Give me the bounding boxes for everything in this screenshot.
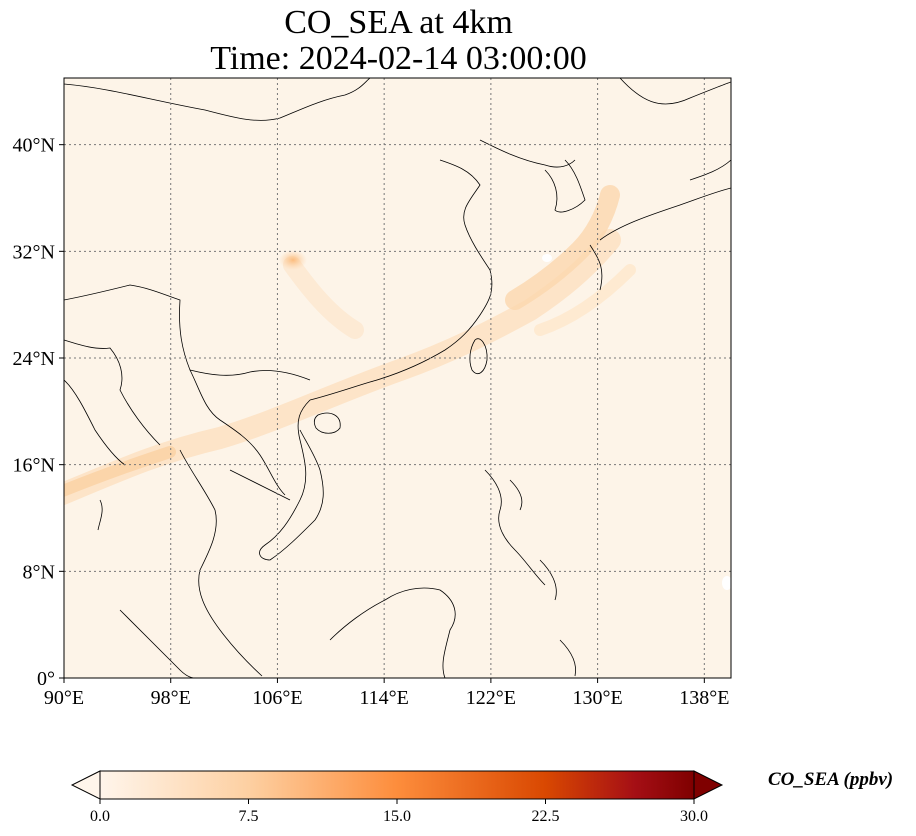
lat-tick-label: 8°N	[23, 561, 55, 583]
colorbar-tick-label: 7.5	[239, 808, 259, 825]
colorbar-label: CO_SEA (ppbv)	[768, 769, 894, 790]
colorbar-gradient	[99, 770, 695, 800]
lon-tick-label: 114°E	[359, 687, 408, 709]
lon-tick-label: 98°E	[151, 687, 191, 709]
lon-tick-label: 138°E	[679, 687, 729, 709]
lat-tick-label: 32°N	[13, 241, 55, 263]
gridlines	[64, 78, 731, 678]
colorbar-ticks: 0.0 7.5 15.0 22.5 30.0	[90, 799, 708, 825]
lon-tick-label: 90°E	[44, 687, 84, 709]
colorbar-tick-label: 30.0	[680, 808, 708, 825]
lat-tick-label: 24°N	[13, 348, 55, 370]
lat-tick-label: 40°N	[13, 135, 55, 157]
colorbar-tick-label: 15.0	[383, 808, 411, 825]
lat-tick-label: 0°	[37, 668, 55, 690]
map-frame	[63, 77, 732, 679]
map-time-subtitle: Time: 2024-02-14 03:00:00	[210, 40, 587, 77]
colorbar-tick-label: 22.5	[532, 808, 560, 825]
coastlines	[64, 78, 731, 678]
lon-tick-label: 106°E	[252, 687, 302, 709]
colorbar: 0.0 7.5 15.0 22.5 30.0	[70, 770, 724, 825]
concentration-field	[64, 78, 731, 678]
map-title: CO_SEA at 4km	[284, 4, 513, 41]
lon-tick-label: 130°E	[572, 687, 622, 709]
colorbar-tick-label: 0.0	[90, 808, 110, 825]
lon-tick-label: 122°E	[466, 687, 516, 709]
lon-axis: 90°E 98°E 106°E 114°E 122°E 130°E 138°E	[44, 678, 729, 709]
colorbar-min-extension	[70, 770, 101, 800]
lat-tick-label: 16°N	[13, 455, 55, 477]
colorbar-max-extension	[693, 770, 724, 800]
lat-axis: 0° 8°N 16°N 24°N 32°N 40°N	[13, 135, 64, 690]
